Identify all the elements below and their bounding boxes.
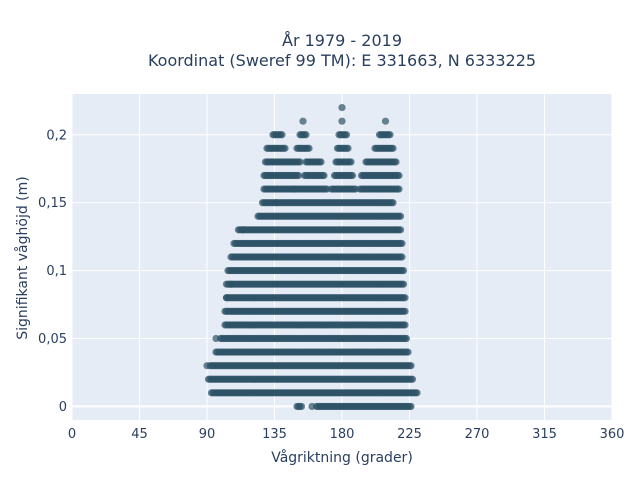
data-point <box>392 158 400 166</box>
tick-labels: 0 45 90 135 180 225 270 315 360 0 0,05 0,1 0,15 0,2 <box>38 128 624 442</box>
x-tick-label: 315 <box>532 427 557 442</box>
data-point <box>342 131 351 139</box>
data-point <box>299 117 307 125</box>
data-point <box>398 239 406 248</box>
x-tick-label: 90 <box>199 427 216 442</box>
data-point <box>290 185 298 193</box>
data-point <box>389 199 397 207</box>
y-axis-title: Signifikant våghöjd (m) <box>14 176 31 339</box>
data-point <box>222 294 231 302</box>
data-points <box>203 103 421 411</box>
data-point <box>399 266 408 275</box>
y-tick-label: 0,15 <box>38 196 67 211</box>
data-point <box>396 212 405 220</box>
y-tick-label: 0,05 <box>38 332 67 347</box>
data-point <box>402 334 411 343</box>
y-tick-label: 0 <box>59 400 67 415</box>
data-point <box>278 131 286 139</box>
x-tick-label: 270 <box>465 427 490 442</box>
data-point <box>396 226 405 234</box>
data-point <box>348 171 357 180</box>
x-tick-label: 225 <box>397 427 422 442</box>
x-tick-label: 360 <box>600 427 625 442</box>
chart-title-line-2: Koordinat (Sweref 99 TM): E 331663, N 63… <box>148 51 536 70</box>
data-point <box>239 226 247 234</box>
data-point <box>401 294 409 302</box>
data-point <box>395 171 403 180</box>
data-point <box>308 402 316 411</box>
data-point <box>404 348 412 356</box>
y-tick-label: 0,1 <box>46 264 67 279</box>
data-point <box>408 375 417 383</box>
data-point <box>395 185 403 193</box>
data-point <box>407 362 415 370</box>
data-point <box>338 117 346 125</box>
data-point <box>401 321 409 329</box>
data-point <box>413 389 421 397</box>
data-point <box>401 307 409 315</box>
data-point <box>317 158 325 166</box>
data-point <box>398 253 406 261</box>
chart-title-line-1: År 1979 - 2019 <box>282 31 402 50</box>
data-point <box>272 199 280 207</box>
data-point <box>297 402 306 411</box>
data-point <box>302 131 310 139</box>
y-tick-label: 0,2 <box>46 128 67 143</box>
x-tick-label: 45 <box>131 427 148 442</box>
data-point <box>296 158 304 166</box>
x-tick-label: 135 <box>262 427 287 442</box>
x-tick-label: 180 <box>330 427 355 442</box>
data-point <box>399 280 408 288</box>
data-point <box>203 362 211 370</box>
x-axis-title: Vågriktning (grader) <box>271 449 413 466</box>
data-point <box>389 144 397 152</box>
data-point <box>386 131 394 139</box>
data-point <box>212 334 220 343</box>
data-point <box>294 171 303 180</box>
x-tick-label: 0 <box>68 427 76 442</box>
data-point <box>347 158 355 166</box>
data-point <box>338 103 346 112</box>
data-point <box>281 144 289 152</box>
data-point <box>381 117 390 125</box>
data-point <box>407 402 415 411</box>
data-point <box>320 171 328 180</box>
data-point <box>227 280 235 288</box>
data-point <box>344 144 352 152</box>
data-point <box>305 144 313 152</box>
